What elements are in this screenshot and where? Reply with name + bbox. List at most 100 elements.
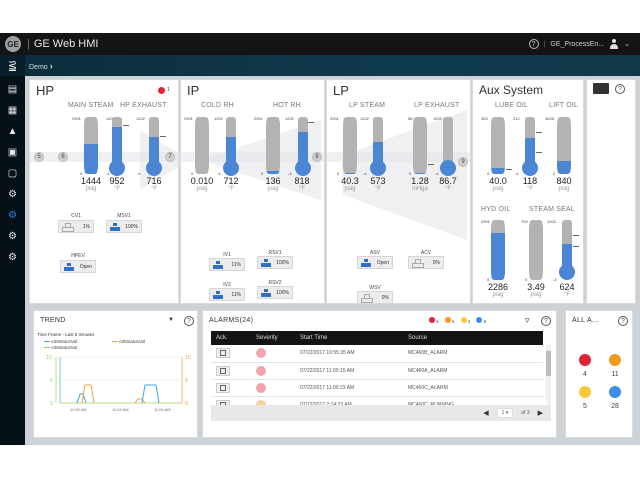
app-title-text: GE Web HMI [33,38,99,50]
valve-acv[interactable]: 0% [408,256,444,269]
source: MC460C_RUNNING [403,396,543,405]
help-icon[interactable]: ? [528,39,539,49]
ack-button[interactable] [216,365,230,376]
pressure-gauge [84,117,98,174]
breadcrumb[interactable]: Demo › [29,61,53,71]
gauge-value: 952 [109,176,125,186]
ack-button[interactable] [216,382,230,393]
critical-summary[interactable]: 4 [578,353,592,378]
gears-active-icon[interactable]: ⚙ [8,210,17,221]
panel-title: LP [333,83,349,98]
medium-icon [579,386,591,398]
valve-label: MSV1 [117,213,131,219]
label-lube-oil: LUBE OIL [495,102,529,109]
table-row[interactable]: 07/22/2017 11:00:15 AM MC460A_ALARM [211,362,543,380]
valve-iv2[interactable]: 11% [209,288,245,301]
col-severity[interactable]: Severity [251,331,295,345]
valve-iv1[interactable]: 11% [209,258,245,271]
low-summary[interactable]: 28 [608,385,622,410]
help-icon[interactable]: ? [541,316,551,326]
list-icon[interactable]: ▤ [7,84,18,95]
toggle-view-button[interactable] [593,83,609,94]
devices-icon[interactable]: ▦ [7,105,18,116]
help-icon[interactable]: ? [618,316,628,326]
image-icon[interactable]: ▢ [7,168,18,179]
dropdown-icon[interactable]: ▼ [168,317,174,323]
gauge-unit: °F [374,186,382,192]
alert-icon[interactable]: ▲ [7,126,18,137]
gauge-unit: psig [196,186,208,192]
gears-icon[interactable]: ⚙ [8,189,17,200]
prev-page-button[interactable]: ◀ [483,410,489,417]
breadcrumb-item[interactable]: Demo [29,63,48,71]
page-select[interactable]: 1 ▾ [496,408,514,418]
help-icon[interactable]: ? [184,316,194,326]
high-marker [573,235,579,236]
filter-icon[interactable]: ▿ [525,315,530,325]
valve-asv[interactable]: Open [357,256,393,269]
next-page-button[interactable]: ▶ [537,410,543,417]
top-bar: GE | GE Web HMI ? | GE_ProcessEn... ⌄ [0,33,640,55]
gauge-min: -4 [515,171,519,176]
gears-icon-2[interactable]: ⚙ [8,231,17,242]
alarm-indicator-icon[interactable] [158,87,165,94]
source: MC460B_ALARM [403,345,543,363]
ack-button[interactable] [216,348,230,359]
scrollbar[interactable] [546,345,551,405]
alarm-table-container: Ack. Severity Start Time Source 07/22/20… [211,331,551,405]
valve-msv1[interactable]: 100% [106,220,142,233]
high-marker [308,122,314,123]
valve-wsv[interactable]: 0% [357,291,393,304]
valve-open-icon [261,288,271,297]
graphics-icon[interactable]: ▣ [7,147,18,158]
severity-icon [256,399,266,405]
ack-button[interactable] [216,399,230,405]
temperature-gauge [298,117,308,165]
high-summary[interactable]: 11 [608,353,622,378]
valve-cv1[interactable]: 1% [58,220,94,233]
gears-icon-3[interactable]: ⚙ [8,252,17,263]
gauge-max: 2901 [330,116,339,121]
col-start-time[interactable]: Start Time [295,331,403,345]
hp-panel: HP 1 MAIN STEAM HP EXHAUST 5 6 7 2901 0 … [29,79,180,304]
user-icon[interactable] [609,39,619,49]
panel-title: IP [187,83,200,98]
table-row[interactable]: 07/22/2017 10:55:35 AM MC460B_ALARM [211,345,543,363]
legend-item: e38statusVal [44,345,77,350]
gauge-min: -4 [217,171,221,176]
medium-count[interactable]: 4 [460,317,470,324]
col-source[interactable]: Source [403,331,543,345]
valve-rsv1[interactable]: 100% [257,256,293,269]
share-icon[interactable]: ⪟ [0,55,25,76]
gauge-unit: psig [85,186,97,192]
svg-text:5: 5 [185,378,188,384]
valve-value: 11% [231,261,241,268]
gauge-min: 0 [487,277,490,282]
gauge-max: 212 [513,116,520,121]
help-icon[interactable]: ? [615,84,625,94]
valve-hpev[interactable]: Open [60,260,96,273]
temperature-gauge [443,117,453,165]
gauge-unit: °F [563,292,571,298]
gauge-max: 58 [408,116,413,121]
table-row[interactable]: 07/22/2017 2:14:23 AM MC460C_RUNNING [211,396,543,405]
navigation-bar: ⪟ Demo › [0,55,640,76]
table-row[interactable]: 07/22/2017 11:00:23 AM MC460C_ALARM [211,379,543,397]
valve-closed-icon [62,222,74,232]
svg-text:11:00 AM: 11:00 AM [70,407,87,412]
gauge-min: 0 [261,171,264,176]
severity-icon [256,365,266,376]
critical-count[interactable]: 5 [429,317,439,324]
gauge-value: 118 [522,176,538,186]
high-count[interactable]: 9 [444,317,455,324]
medium-summary[interactable]: 5 [578,385,592,410]
low-count[interactable]: 8 [476,317,486,324]
valve-rsv2[interactable]: 100% [257,286,293,299]
gauge-value: 40.0 [489,176,507,186]
user-name[interactable]: GE_ProcessEn... [550,40,605,48]
node-8: 8 [312,152,322,162]
col-ack[interactable]: Ack. [211,331,251,345]
gauge-unit: psig [558,186,570,192]
pressure-gauge [491,117,505,174]
chevron-down-icon[interactable]: ⌄ [624,41,630,48]
